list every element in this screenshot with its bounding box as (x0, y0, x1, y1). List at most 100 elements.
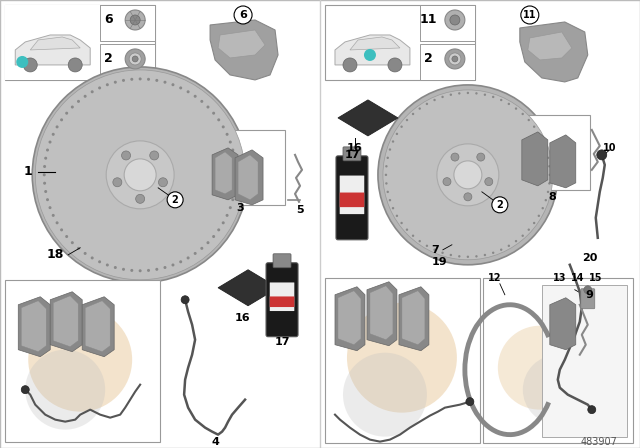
Circle shape (43, 182, 46, 185)
Circle shape (235, 173, 237, 177)
Circle shape (419, 240, 421, 242)
Circle shape (388, 58, 402, 72)
Circle shape (548, 174, 551, 176)
Circle shape (527, 228, 530, 231)
FancyBboxPatch shape (483, 278, 633, 443)
Circle shape (52, 133, 54, 136)
FancyBboxPatch shape (5, 280, 160, 442)
Polygon shape (210, 20, 278, 80)
FancyBboxPatch shape (336, 156, 368, 240)
FancyBboxPatch shape (5, 5, 100, 80)
Circle shape (46, 149, 49, 151)
Circle shape (217, 228, 220, 231)
Circle shape (122, 79, 125, 82)
Circle shape (458, 92, 461, 95)
Circle shape (522, 113, 524, 115)
Circle shape (21, 386, 29, 394)
Circle shape (433, 99, 436, 101)
Circle shape (139, 78, 141, 81)
Circle shape (156, 268, 158, 271)
Polygon shape (338, 291, 361, 345)
Text: 16: 16 (234, 313, 250, 323)
Text: 2: 2 (104, 52, 113, 65)
Text: 11: 11 (523, 10, 536, 20)
Circle shape (484, 94, 486, 96)
Circle shape (98, 86, 101, 90)
Circle shape (392, 140, 394, 143)
Circle shape (233, 190, 236, 193)
Circle shape (52, 214, 54, 217)
Circle shape (541, 207, 544, 209)
Circle shape (187, 256, 189, 259)
Circle shape (147, 269, 150, 272)
Polygon shape (212, 148, 238, 200)
Circle shape (16, 56, 28, 68)
Circle shape (200, 247, 204, 250)
Circle shape (49, 206, 51, 209)
Ellipse shape (106, 141, 174, 209)
Polygon shape (235, 150, 263, 205)
Circle shape (125, 10, 145, 30)
FancyBboxPatch shape (420, 5, 475, 41)
Circle shape (443, 178, 451, 185)
Polygon shape (238, 155, 258, 200)
FancyBboxPatch shape (273, 254, 291, 268)
Circle shape (547, 157, 549, 159)
Polygon shape (82, 297, 114, 357)
Circle shape (163, 81, 166, 84)
Text: 18: 18 (47, 248, 64, 261)
Polygon shape (522, 132, 548, 186)
Circle shape (43, 173, 45, 177)
Circle shape (187, 90, 189, 93)
Circle shape (234, 165, 237, 168)
Circle shape (541, 140, 544, 143)
Polygon shape (350, 37, 400, 50)
Circle shape (60, 228, 63, 231)
FancyBboxPatch shape (340, 193, 364, 207)
Polygon shape (370, 286, 393, 340)
Polygon shape (218, 30, 265, 58)
Circle shape (114, 266, 117, 269)
Polygon shape (528, 32, 572, 60)
Circle shape (452, 56, 458, 62)
Circle shape (484, 178, 493, 185)
Circle shape (476, 255, 477, 258)
Circle shape (68, 58, 82, 72)
Ellipse shape (124, 159, 156, 191)
Circle shape (588, 405, 596, 414)
Polygon shape (50, 292, 82, 352)
Circle shape (387, 191, 389, 193)
Circle shape (477, 153, 484, 161)
Circle shape (548, 165, 550, 168)
Circle shape (207, 241, 209, 244)
Circle shape (401, 125, 403, 128)
Circle shape (172, 83, 175, 86)
Circle shape (498, 326, 582, 409)
Polygon shape (21, 301, 46, 352)
Circle shape (450, 15, 460, 25)
Text: 19: 19 (432, 257, 448, 267)
Circle shape (406, 119, 408, 121)
Ellipse shape (378, 85, 558, 265)
FancyBboxPatch shape (325, 5, 475, 80)
Circle shape (522, 235, 524, 237)
Polygon shape (550, 298, 576, 350)
Circle shape (179, 86, 182, 90)
Circle shape (396, 215, 398, 217)
Circle shape (228, 206, 232, 209)
Ellipse shape (383, 90, 553, 260)
Text: 12: 12 (488, 273, 502, 283)
Circle shape (450, 94, 452, 96)
Circle shape (46, 198, 49, 201)
Text: 11: 11 (419, 13, 436, 26)
Circle shape (65, 235, 68, 238)
Circle shape (234, 182, 237, 185)
Circle shape (71, 106, 74, 108)
Circle shape (538, 133, 540, 135)
Circle shape (84, 252, 86, 255)
Circle shape (547, 191, 549, 193)
Circle shape (385, 165, 388, 168)
Circle shape (233, 157, 236, 159)
Circle shape (106, 263, 109, 267)
Polygon shape (218, 270, 278, 306)
